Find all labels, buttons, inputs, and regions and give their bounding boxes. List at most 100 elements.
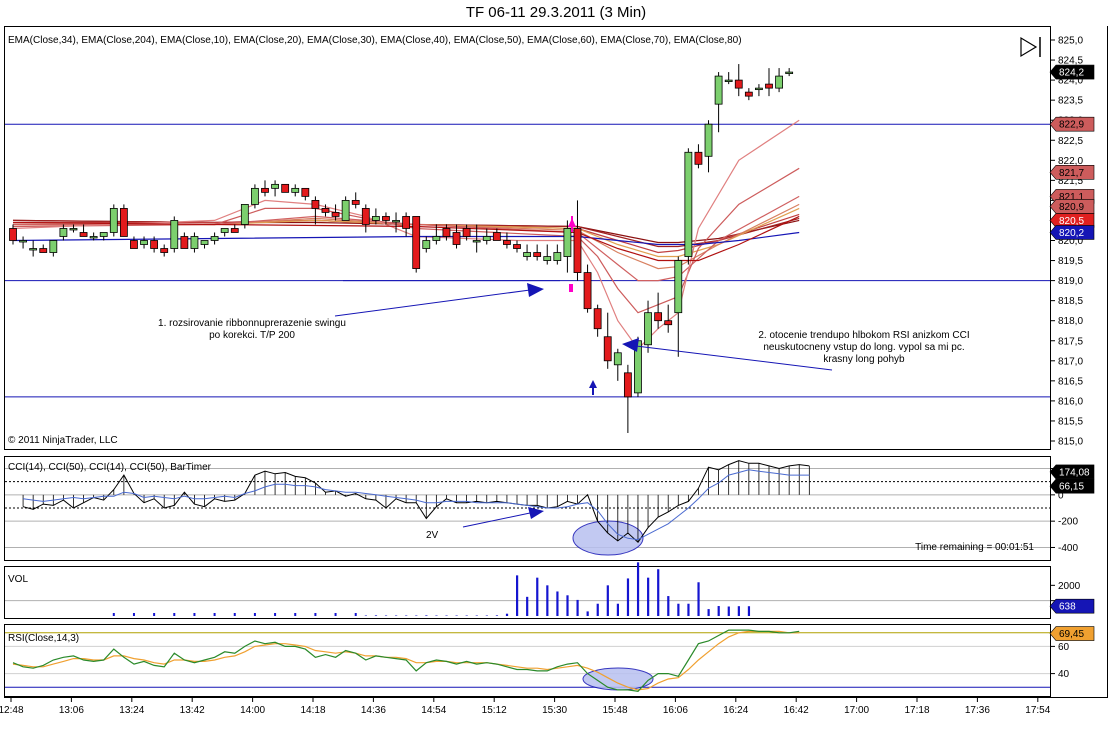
price-value-tag-box <box>1049 165 1095 180</box>
rsi-value-tag-text: 69,45 <box>1059 629 1084 640</box>
scroll-to-end-button[interactable] <box>1018 36 1044 58</box>
time-tick-label: 16:06 <box>663 705 688 716</box>
candle-body <box>462 228 471 237</box>
volume-bar <box>626 578 630 616</box>
annotation-2-line-3: krasny long pohyb <box>823 354 905 365</box>
candle-body <box>553 252 562 261</box>
volume-bar <box>546 585 549 616</box>
rsi-line <box>12 629 800 692</box>
rsi-tick-label: 60 <box>1058 642 1070 653</box>
candle-body <box>654 312 663 322</box>
cci-tick-label: -400 <box>1058 543 1078 554</box>
cci-value-tag-text: 174,08 <box>1059 467 1090 478</box>
candle-body <box>765 83 773 89</box>
time-tick-label: 15:12 <box>482 705 507 716</box>
candle-body <box>301 187 310 197</box>
cci14-line <box>22 460 810 543</box>
annotation-1-line-1: 1. rozsirovanie ribbonnuprerazenie swing… <box>158 318 346 329</box>
candle-body <box>392 220 400 223</box>
candle-body <box>190 236 199 249</box>
candle-body <box>523 252 531 257</box>
volume-bar <box>566 595 569 616</box>
volume-bar <box>495 615 499 616</box>
price-tick-label: 815,0 <box>1058 437 1083 448</box>
volume-bar <box>425 615 428 616</box>
candle-body <box>341 199 350 221</box>
candle-body <box>533 252 542 257</box>
candle-body <box>99 232 108 237</box>
candle-body <box>503 240 511 245</box>
price-tick-label: 823,5 <box>1058 96 1083 107</box>
price-value-tag-text: 820,5 <box>1059 216 1084 227</box>
candle-body <box>593 308 602 330</box>
candle-body <box>603 336 612 362</box>
candle-body <box>170 220 179 249</box>
rsi-label: RSI(Close,14,3) <box>8 633 79 644</box>
candle-body <box>109 208 118 233</box>
price-tick-label: 820,0 <box>1058 236 1083 247</box>
candle-body <box>271 183 279 189</box>
candle-body <box>89 236 98 239</box>
volume-bar <box>657 569 660 616</box>
cci-annotation-arrowhead <box>528 507 544 519</box>
candle-body <box>9 228 17 241</box>
candle-body <box>251 187 259 205</box>
price-tick-label: 822,0 <box>1058 156 1083 167</box>
candle-body <box>39 248 48 253</box>
price-value-tag-box <box>1049 64 1095 80</box>
candle-body <box>382 216 390 221</box>
candle-body <box>150 240 159 249</box>
volume-bar <box>173 613 176 616</box>
candle-body <box>714 75 723 105</box>
volume-bar <box>294 613 297 616</box>
candle-body <box>432 236 441 241</box>
volume-bar <box>727 606 730 616</box>
volume-bar <box>697 582 700 616</box>
volume-bar <box>747 606 751 616</box>
volume-bar <box>606 585 609 616</box>
candle-body <box>240 204 249 225</box>
price-tick-label: 824,0 <box>1058 76 1083 87</box>
play-icon <box>1020 36 1038 58</box>
cci-value-tag-text: 66,15 <box>1059 482 1084 493</box>
candle-body <box>210 236 219 241</box>
volume-bar <box>374 615 378 616</box>
volume-bar <box>354 613 357 616</box>
candle-body <box>402 216 411 229</box>
cci-annotation-arrow <box>462 512 531 528</box>
candle-body <box>422 240 431 249</box>
volume-bar <box>737 606 740 616</box>
cci-value-tag-box <box>1049 478 1095 494</box>
volume-bar <box>536 577 539 616</box>
candle-body <box>261 187 269 193</box>
cci-tick-label: 0 <box>1058 490 1064 501</box>
candle-body <box>785 71 794 74</box>
time-tick-label: 14:00 <box>240 705 265 716</box>
time-tick-label: 17:00 <box>844 705 869 716</box>
time-tick-label: 14:54 <box>421 705 446 716</box>
candle-body <box>291 187 300 193</box>
volume-bar <box>717 606 720 616</box>
candle-body <box>59 228 68 237</box>
ema-label: EMA(Close,34), EMA(Close,204), EMA(Close… <box>8 35 742 46</box>
candle-body <box>220 228 229 233</box>
candle-body <box>694 151 703 165</box>
candle-body <box>311 199 320 209</box>
candle-body <box>412 216 421 269</box>
ema-line <box>13 207 800 258</box>
candle-body <box>472 240 481 243</box>
price-tick-label: 824,5 <box>1058 56 1083 67</box>
candle-body <box>513 244 521 249</box>
candle-body <box>29 248 38 251</box>
candle-body <box>442 228 451 237</box>
vol-tick-label: 2000 <box>1058 581 1081 592</box>
candle-body <box>644 312 652 346</box>
candle-body <box>664 320 673 326</box>
price-value-tag-text: 821,1 <box>1059 192 1084 203</box>
price-value-tag-box <box>1049 225 1095 240</box>
volume-bar <box>687 603 690 616</box>
candle-body <box>704 123 713 157</box>
time-tick-label: 16:42 <box>784 705 809 716</box>
rsi-panel-frame <box>4 624 1051 697</box>
candle-body <box>361 208 370 225</box>
